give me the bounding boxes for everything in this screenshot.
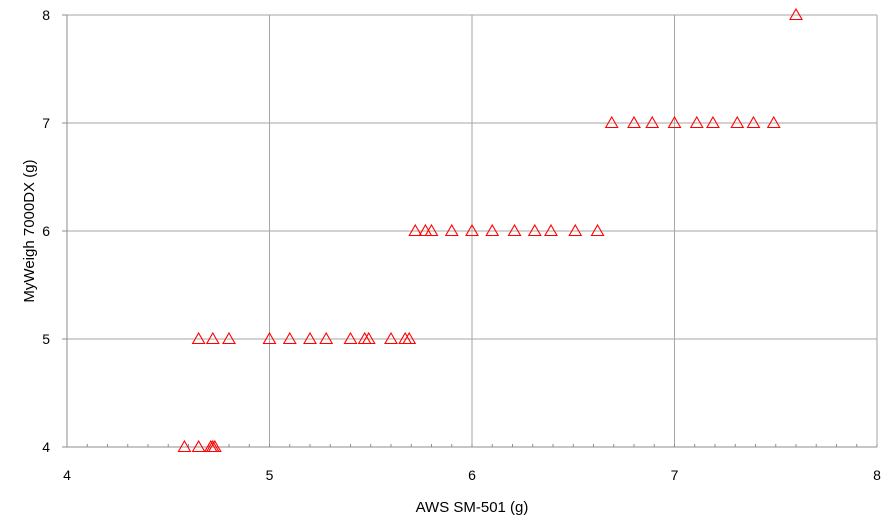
data-point bbox=[262, 331, 277, 345]
data-points bbox=[177, 7, 803, 453]
x-tick-label: 8 bbox=[873, 467, 881, 483]
x-tick-label: 5 bbox=[266, 467, 274, 483]
data-point bbox=[766, 115, 781, 129]
data-point bbox=[789, 7, 803, 21]
y-tick-label: 4 bbox=[42, 439, 50, 455]
data-point bbox=[357, 331, 372, 345]
data-point bbox=[343, 331, 358, 345]
x-axis-title: AWS SM-501 (g) bbox=[416, 499, 529, 516]
data-point bbox=[746, 115, 761, 129]
data-point bbox=[203, 439, 218, 453]
tick-labels: 4 5 6 7 8 4 5 6 7 8 bbox=[42, 7, 881, 483]
data-point bbox=[689, 115, 704, 129]
data-point bbox=[205, 331, 220, 345]
x-tick-label: 4 bbox=[63, 467, 71, 483]
data-point bbox=[730, 115, 745, 129]
x-tick-label: 6 bbox=[468, 467, 476, 483]
y-tick-label: 5 bbox=[42, 331, 50, 347]
x-tick-label: 7 bbox=[671, 467, 679, 483]
data-point bbox=[544, 223, 558, 237]
data-point bbox=[361, 331, 376, 345]
data-point bbox=[191, 439, 206, 453]
gridlines bbox=[67, 14, 878, 447]
y-tick-label: 7 bbox=[42, 115, 50, 131]
data-point bbox=[384, 331, 398, 345]
data-point bbox=[424, 223, 439, 237]
data-point bbox=[465, 223, 479, 237]
data-point bbox=[568, 223, 583, 237]
data-point bbox=[527, 223, 542, 237]
data-point bbox=[444, 223, 459, 237]
data-point bbox=[402, 331, 417, 345]
y-tick-label: 6 bbox=[42, 223, 50, 239]
data-point bbox=[408, 223, 423, 237]
y-axis-title: MyWeigh 7000DX (g) bbox=[21, 159, 38, 302]
data-point bbox=[282, 331, 297, 345]
y-tick-label: 8 bbox=[42, 7, 50, 23]
data-point bbox=[627, 115, 641, 129]
data-point bbox=[667, 115, 682, 129]
data-point bbox=[177, 439, 192, 453]
data-point bbox=[319, 331, 334, 345]
data-point bbox=[604, 115, 619, 129]
data-point bbox=[418, 223, 433, 237]
data-point bbox=[590, 223, 605, 237]
data-point bbox=[706, 115, 720, 129]
data-point bbox=[485, 223, 500, 237]
data-point bbox=[207, 439, 222, 453]
data-point bbox=[191, 331, 206, 345]
data-point bbox=[303, 331, 317, 345]
data-point bbox=[645, 115, 660, 129]
data-point bbox=[398, 331, 413, 345]
data-point bbox=[222, 331, 236, 345]
data-point bbox=[507, 223, 522, 237]
